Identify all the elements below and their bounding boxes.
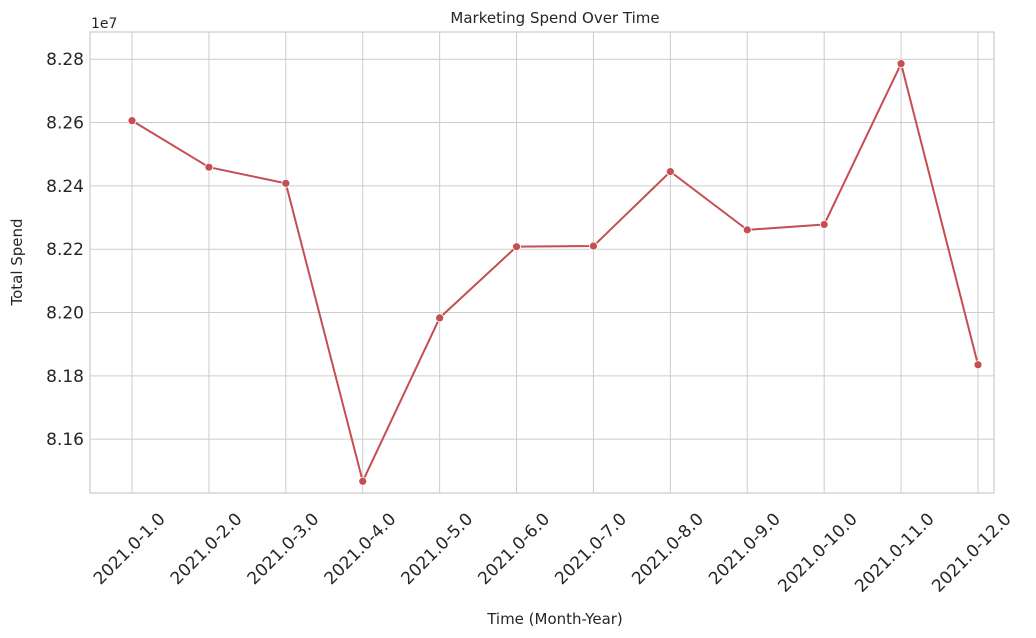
x-tick-label: 2021.0-4.0 xyxy=(321,509,401,589)
x-tick-label: 2021.0-2.0 xyxy=(167,509,247,589)
y-tick-label: 8.24 xyxy=(46,177,84,197)
x-tick-label: 2021.0-8.0 xyxy=(628,509,708,589)
y-tick-label: 8.22 xyxy=(46,240,84,260)
y-axis-offset-label: 1e7 xyxy=(91,16,117,32)
y-tick-label: 8.28 xyxy=(46,50,84,70)
y-axis-ticks: 8.16 8.18 8.20 8.22 8.24 8.26 8.28 xyxy=(46,50,84,450)
data-point xyxy=(665,167,675,177)
data-point xyxy=(896,59,906,69)
x-tick-label: 2021.0-12.0 xyxy=(928,509,1015,596)
data-point xyxy=(204,162,214,172)
x-tick-label: 2021.0-10.0 xyxy=(774,509,861,596)
grid-lines xyxy=(90,32,994,493)
x-axis-label: Time (Month-Year) xyxy=(486,610,623,628)
y-tick-label: 8.20 xyxy=(46,304,84,324)
data-point xyxy=(281,178,291,188)
data-point xyxy=(512,242,521,252)
x-tick-label: 2021.0-6.0 xyxy=(474,509,554,589)
chart-title: Marketing Spend Over Time xyxy=(450,9,659,27)
data-point xyxy=(742,225,752,235)
x-tick-label: 2021.0-3.0 xyxy=(244,509,324,589)
x-tick-label: 2021.0-7.0 xyxy=(551,509,631,589)
data-point xyxy=(973,360,983,370)
series-layer xyxy=(127,59,983,486)
data-point xyxy=(435,313,445,323)
y-axis-label: Total Spend xyxy=(8,218,26,306)
x-axis-ticks: 2021.0-1.02021.0-2.02021.0-3.02021.0-4.0… xyxy=(90,509,1016,596)
data-point xyxy=(127,116,137,126)
x-tick-label: 2021.0-11.0 xyxy=(851,509,938,596)
x-tick-label: 2021.0-5.0 xyxy=(398,509,478,589)
plot-frame xyxy=(89,31,995,494)
y-tick-label: 8.26 xyxy=(46,114,84,134)
x-tick-label: 2021.0-1.0 xyxy=(90,509,170,589)
series-line xyxy=(131,62,979,483)
data-point xyxy=(819,220,829,229)
x-tick-label: 2021.0-9.0 xyxy=(705,509,785,589)
data-point xyxy=(358,476,368,486)
y-tick-label: 8.18 xyxy=(46,367,84,387)
data-point xyxy=(589,241,598,251)
y-tick-label: 8.16 xyxy=(46,430,84,450)
